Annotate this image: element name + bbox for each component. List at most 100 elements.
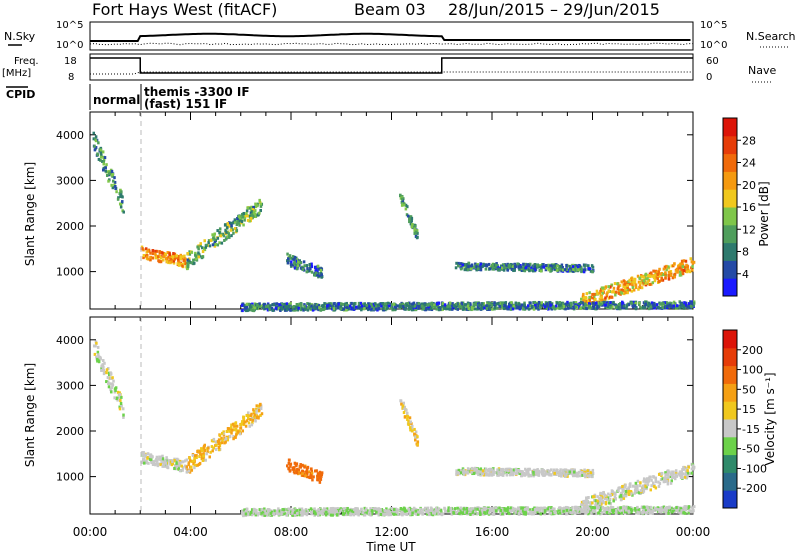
data-cell [471,307,474,311]
data-cell [99,148,102,152]
data-cell [304,508,308,512]
data-cell [501,266,504,270]
data-cell [489,471,493,475]
data-cell [311,509,315,513]
data-cell [176,262,180,266]
data-cell [326,304,329,308]
data-cell [317,272,320,276]
data-cell [188,252,192,256]
data-cell [460,468,463,472]
data-cell [624,287,628,291]
data-cell [565,267,568,271]
data-cell [106,376,110,380]
data-cell [245,211,248,215]
data-cell [662,267,666,271]
data-cell [533,265,536,269]
data-cell [173,466,176,470]
data-cell [624,291,627,295]
data-cell [101,150,105,154]
data-cell [377,513,381,517]
data-cell [254,204,258,208]
data-cell [107,371,111,375]
data-cell [598,497,601,501]
data-cell [310,265,314,269]
data-cell [571,468,574,472]
data-cell [148,457,152,461]
data-cell [372,307,376,311]
data-cell [674,305,677,309]
data-cell [115,190,118,194]
data-cell [492,512,496,516]
data-cell [491,512,494,516]
data-cell [245,413,248,417]
data-cell [396,512,400,516]
data-cell [249,216,253,220]
data-cell [391,303,394,307]
data-cell [692,260,696,264]
data-cell [216,229,219,233]
data-cell [544,268,548,272]
data-cell [430,301,434,305]
data-cell [97,157,101,161]
data-cell [145,254,149,258]
data-cell [461,263,464,267]
data-cell [337,302,340,306]
data-cell [442,304,445,308]
data-cell [626,283,629,287]
data-cell [538,306,542,310]
data-cell [388,304,391,308]
data-cell [457,261,460,265]
data-cell [461,511,465,515]
data-cell [103,361,106,365]
data-cell [320,471,324,475]
data-cell [107,381,110,385]
data-cell [678,473,682,477]
data-cell [163,255,166,259]
data-cell [532,474,535,478]
data-cell [112,379,115,383]
data-cell [481,302,484,306]
data-cell [548,301,552,305]
data-cell [592,306,595,310]
data-cell [611,290,614,294]
data-cell [228,235,231,239]
data-cell [275,302,279,306]
data-cell [625,304,629,308]
data-cell [644,277,647,281]
data-cell [227,221,231,225]
data-cell [653,485,656,489]
data-cell [612,286,616,290]
data-cell [310,469,313,473]
data-cell [202,454,205,458]
data-cell [209,450,212,454]
data-cell [624,489,628,493]
data-cell [551,306,555,310]
data-cell [224,237,228,241]
data-cell [660,471,664,475]
data-cell [287,304,290,308]
data-cell [242,419,245,423]
data-cell [627,506,631,510]
data-cell [121,407,125,411]
data-cell [255,404,259,408]
data-cell [558,301,561,305]
data-cell [496,265,500,269]
data-cell [601,291,604,295]
data-cell [600,495,604,499]
data-cell [672,300,676,304]
data-cell [513,262,517,266]
data-cell [437,301,440,305]
data-cell [415,236,419,240]
data-cell [508,264,512,268]
data-cell [145,459,148,463]
data-cell [199,244,202,248]
data-cell [588,302,592,306]
data-cell [536,473,540,477]
data-cell [604,501,608,505]
data-cell [323,305,327,309]
data-cell [310,304,313,308]
data-cell [461,509,464,513]
data-cell [251,216,254,220]
data-cell [510,301,513,305]
data-cell [619,292,622,296]
